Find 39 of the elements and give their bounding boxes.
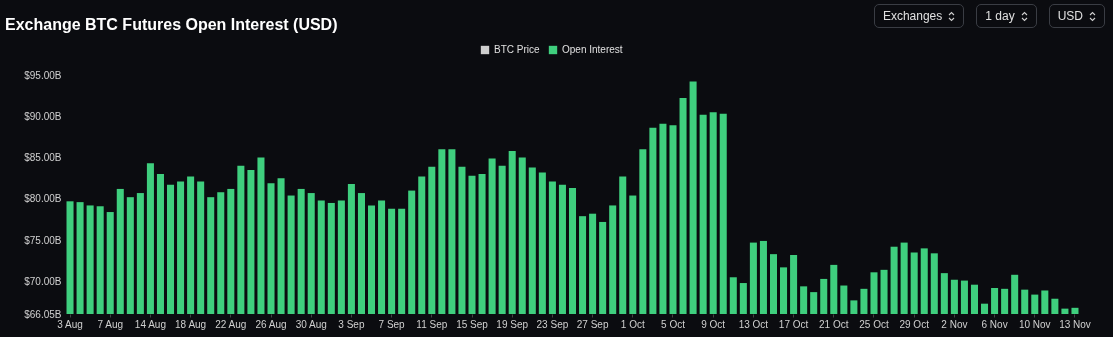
x-tick-label: 15 Sep — [456, 318, 489, 330]
x-tick-label: 13 Oct — [738, 318, 769, 330]
x-tick-label: 23 Sep — [536, 318, 569, 330]
legend-label: BTC Price — [494, 44, 540, 55]
x-tick-label: 21 Oct — [819, 318, 849, 330]
x-tick-label: 29 Oct — [899, 318, 930, 330]
x-tick-label: 5 Oct — [661, 318, 686, 330]
y-tick-label: $66.05B — [24, 308, 62, 320]
y-tick-label: $85.00B — [24, 152, 62, 164]
x-tick-label: 30 Aug — [295, 318, 327, 330]
text: 1 day — [985, 8, 1015, 25]
x-tick-label: 3 Sep — [338, 318, 365, 330]
x-tick-label: 2 Nov — [941, 318, 968, 330]
x-tick-label: 7 Sep — [378, 318, 406, 330]
text: USD — [1057, 8, 1083, 25]
x-tick-label: 22 Aug — [215, 318, 247, 330]
x-tick-label: 11 Sep — [416, 318, 448, 330]
x-tick-label: 25 Oct — [859, 318, 889, 330]
x-tick-label: 14 Aug — [134, 318, 166, 330]
y-tick-label: $80.00B — [24, 193, 62, 205]
y-tick-label: $95.00B — [24, 69, 62, 81]
x-tick-label: 17 Oct — [778, 318, 809, 330]
x-tick-label: 7 Aug — [97, 318, 124, 330]
x-tick-label: 27 Sep — [576, 318, 609, 330]
y-tick-label: $70.00B — [24, 275, 62, 287]
chart-title: Exchange BTC Futures Open Interest (USD) — [5, 16, 338, 33]
y-tick-label: $75.00B — [24, 234, 62, 246]
x-tick-label: 9 Oct — [701, 318, 726, 330]
x-tick-label: 26 Aug — [255, 318, 287, 330]
legend-label: Open Interest — [562, 44, 623, 55]
text: Exchanges — [882, 8, 943, 25]
x-tick-label: 18 Aug — [175, 318, 207, 330]
x-tick-label: 19 Sep — [496, 318, 529, 330]
x-tick-label: 6 Nov — [981, 318, 1008, 330]
x-tick-label: 1 Oct — [620, 318, 645, 330]
y-tick-label: $90.00B — [24, 110, 62, 122]
x-tick-label: 13 Nov — [1059, 318, 1091, 330]
x-tick-label: 3 Aug — [57, 318, 83, 330]
x-tick-label: 10 Nov — [1018, 318, 1051, 330]
